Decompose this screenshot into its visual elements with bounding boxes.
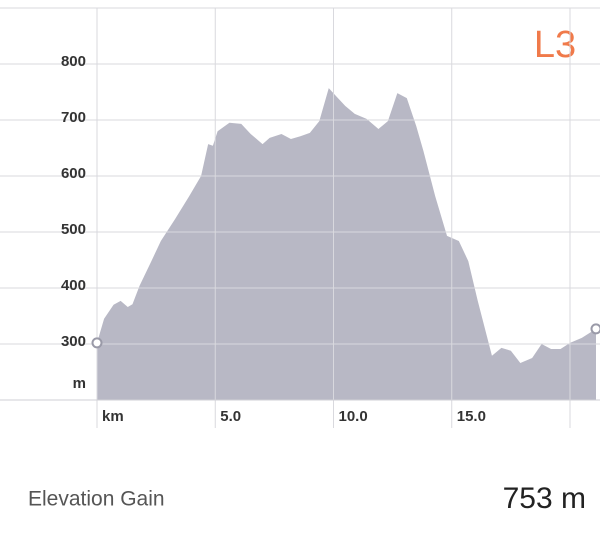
y-tick-label: 800	[61, 53, 86, 70]
x-tick-label: 15.0	[457, 408, 486, 425]
y-tick-label: 500	[61, 221, 86, 238]
elevation-area	[97, 88, 596, 400]
y-tick-label: 700	[61, 109, 86, 126]
annotation: L3	[534, 24, 576, 66]
y-tick-label: 600	[61, 165, 86, 182]
y-tick-label: 300	[61, 333, 86, 350]
x-tick-label: 10.0	[338, 408, 367, 425]
x-axis-unit: km	[102, 408, 124, 425]
endpoint-marker	[590, 323, 600, 335]
y-tick-label: 400	[61, 277, 86, 294]
stat-value: 753 m	[503, 482, 586, 515]
x-tick-label: 5.0	[220, 408, 241, 425]
y-axis-unit: m	[73, 375, 86, 392]
stat-label: Elevation Gain	[28, 488, 165, 511]
endpoint-marker	[91, 337, 103, 349]
